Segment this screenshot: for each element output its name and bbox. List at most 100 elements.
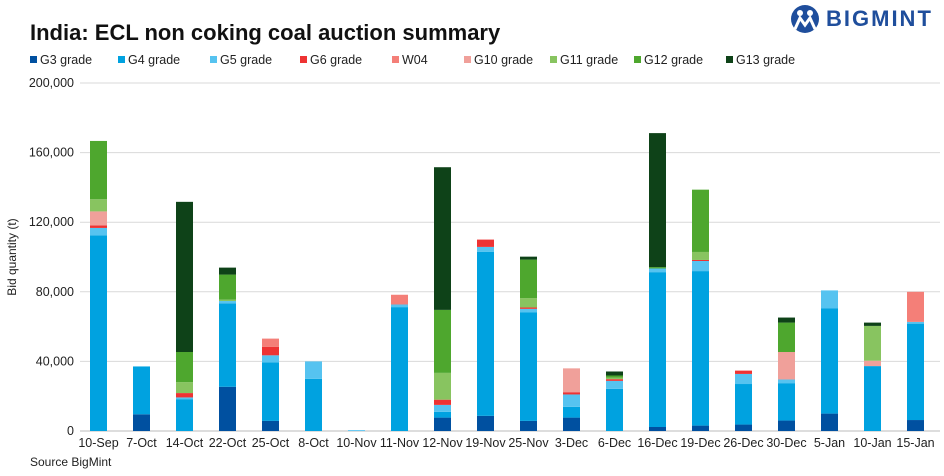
legend-label: G6 grade <box>310 53 362 67</box>
bar-segment <box>778 352 795 380</box>
bar-segment <box>90 211 107 226</box>
bar-segment <box>219 301 236 304</box>
legend-swatch <box>550 56 557 63</box>
x-tick-label: 19-Nov <box>465 436 506 450</box>
bar-segment <box>219 303 236 387</box>
bar-segment <box>649 272 666 427</box>
bar-segment <box>520 312 537 421</box>
legend-swatch <box>634 56 641 63</box>
bar-segment <box>864 322 881 326</box>
bar-segment <box>735 370 752 374</box>
bar-segment <box>778 383 795 421</box>
bar-segment <box>907 291 924 322</box>
legend-label: G13 grade <box>736 53 795 67</box>
bar-segment <box>563 417 580 431</box>
bar-segment <box>606 371 623 376</box>
legend-swatch <box>464 56 471 63</box>
bar-segment <box>348 430 365 431</box>
bar-segment <box>90 140 107 200</box>
bar-segment <box>563 394 580 407</box>
y-tick-label: 40,000 <box>36 354 74 368</box>
bar-segment <box>262 420 279 431</box>
bar-segment <box>907 323 924 421</box>
x-tick-label: 6-Dec <box>598 436 631 450</box>
bar-segment <box>606 377 623 380</box>
bar-segment <box>262 338 279 347</box>
legend-label: G10 grade <box>474 53 533 67</box>
x-tick-label: 10-Jan <box>853 436 891 450</box>
x-tick-label: 10-Nov <box>336 436 377 450</box>
bar-segment <box>606 379 623 381</box>
bar-segment <box>778 379 795 384</box>
bar-segment <box>219 386 236 431</box>
x-tick-label: 3-Dec <box>555 436 588 450</box>
source-note: Source BigMint <box>30 455 112 469</box>
legend-label: G3 grade <box>40 53 92 67</box>
legend-label: G5 grade <box>220 53 272 67</box>
x-tick-label: 16-Dec <box>637 436 677 450</box>
bar-segment <box>821 413 838 431</box>
bar-segment <box>477 415 494 431</box>
bar-segment <box>176 399 193 431</box>
x-tick-label: 19-Dec <box>680 436 720 450</box>
bar-segment <box>262 362 279 421</box>
bigmint-logo: BIGMINT <box>790 4 933 34</box>
y-tick-label: 200,000 <box>29 76 74 90</box>
bar-segment <box>262 355 279 363</box>
x-tick-label: 12-Nov <box>422 436 463 450</box>
bar-segment <box>133 366 150 415</box>
y-axis-label: Bid quantity (t) <box>5 218 19 295</box>
bar-segment <box>778 420 795 431</box>
x-tick-label: 22-Oct <box>209 436 247 450</box>
legend-swatch <box>392 56 399 63</box>
logo-icon <box>791 5 819 33</box>
bar-segment <box>692 425 709 431</box>
legend-label: G12 grade <box>644 53 703 67</box>
bar-segment <box>477 239 494 247</box>
legend-label: W04 <box>402 53 428 67</box>
bar-segment <box>176 393 193 398</box>
bar-segment <box>563 392 580 395</box>
legend-swatch <box>300 56 307 63</box>
y-tick-label: 160,000 <box>29 146 74 160</box>
bar-segment <box>649 426 666 431</box>
bar-segment <box>90 235 107 431</box>
bar-segment <box>649 268 666 273</box>
x-tick-label: 30-Dec <box>766 436 806 450</box>
x-tick-label: 25-Nov <box>508 436 549 450</box>
bar-segment <box>692 271 709 426</box>
legend-label: G11 grade <box>560 53 618 67</box>
legend-swatch <box>726 56 733 63</box>
bar-segment <box>606 388 623 431</box>
bar-segment <box>735 424 752 431</box>
bar-segment <box>606 375 623 378</box>
bar-segment <box>735 373 752 385</box>
legend-label: G4 grade <box>128 53 180 67</box>
legend-swatch <box>210 56 217 63</box>
bar-segment <box>692 251 709 260</box>
bar-segment <box>520 256 537 260</box>
bar-segment <box>219 299 236 302</box>
bar-segment <box>520 259 537 299</box>
bar-segment <box>434 167 451 310</box>
bar-segment <box>864 366 881 431</box>
bar-segment <box>133 414 150 431</box>
bar-segment <box>563 368 580 393</box>
bar-segment <box>434 309 451 373</box>
y-tick-label: 0 <box>67 424 74 438</box>
y-tick-label: 120,000 <box>29 215 74 229</box>
bar-segment <box>90 225 107 228</box>
bar-segment <box>520 308 537 313</box>
bar-segment <box>477 246 494 252</box>
bar-segment <box>864 325 881 361</box>
x-tick-label: 5-Jan <box>814 436 845 450</box>
bar-segment <box>649 267 666 269</box>
bar-segment <box>692 261 709 272</box>
bar-segment <box>692 189 709 252</box>
bar-segment <box>520 420 537 431</box>
bar-segment <box>520 298 537 308</box>
bar-segment <box>821 308 838 414</box>
bar-segment <box>391 307 408 431</box>
